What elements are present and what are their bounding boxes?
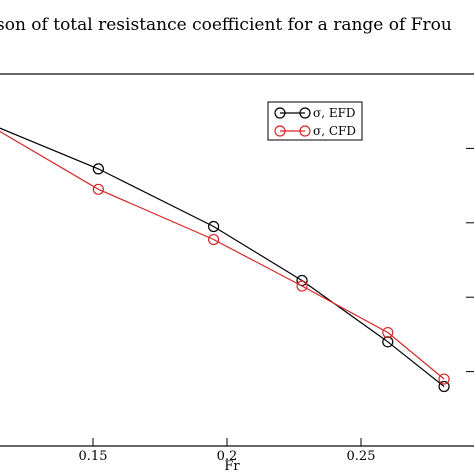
data-point: [438, 373, 450, 385]
series-line-efd: [0, 127, 445, 387]
legend-marker: [274, 125, 286, 137]
data-point: [208, 233, 220, 246]
data-point: [382, 336, 394, 348]
legend-item: σ, EFD: [274, 106, 356, 120]
x-tick-label: 0.25: [347, 449, 376, 464]
axis-ticks: 0.15 0.2 0.25: [79, 147, 474, 464]
data-point: [92, 163, 104, 175]
legend-marker: [299, 107, 311, 119]
series-line-cfd: [0, 130, 445, 380]
data-point: [208, 220, 220, 233]
x-tick-label: 0.2: [217, 449, 238, 464]
legend-marker: [299, 125, 311, 137]
data-point: [382, 326, 394, 339]
x-axis-label: Fr: [224, 459, 240, 474]
data-point: [92, 183, 104, 195]
legend-label: σ, EFD: [313, 106, 356, 120]
legend-label: σ, CFD: [313, 124, 356, 138]
series-layer: [0, 127, 450, 393]
chart-title: son of total resistance coefficient for …: [0, 15, 452, 35]
plot-frame: [0, 73, 474, 447]
data-point: [438, 380, 450, 393]
legend-item: σ, CFD: [274, 124, 356, 138]
data-point: [296, 280, 308, 292]
legend: σ, EFD σ, CFD: [267, 101, 363, 141]
x-tick-label: 0.15: [79, 449, 108, 464]
legend-marker: [274, 107, 286, 119]
